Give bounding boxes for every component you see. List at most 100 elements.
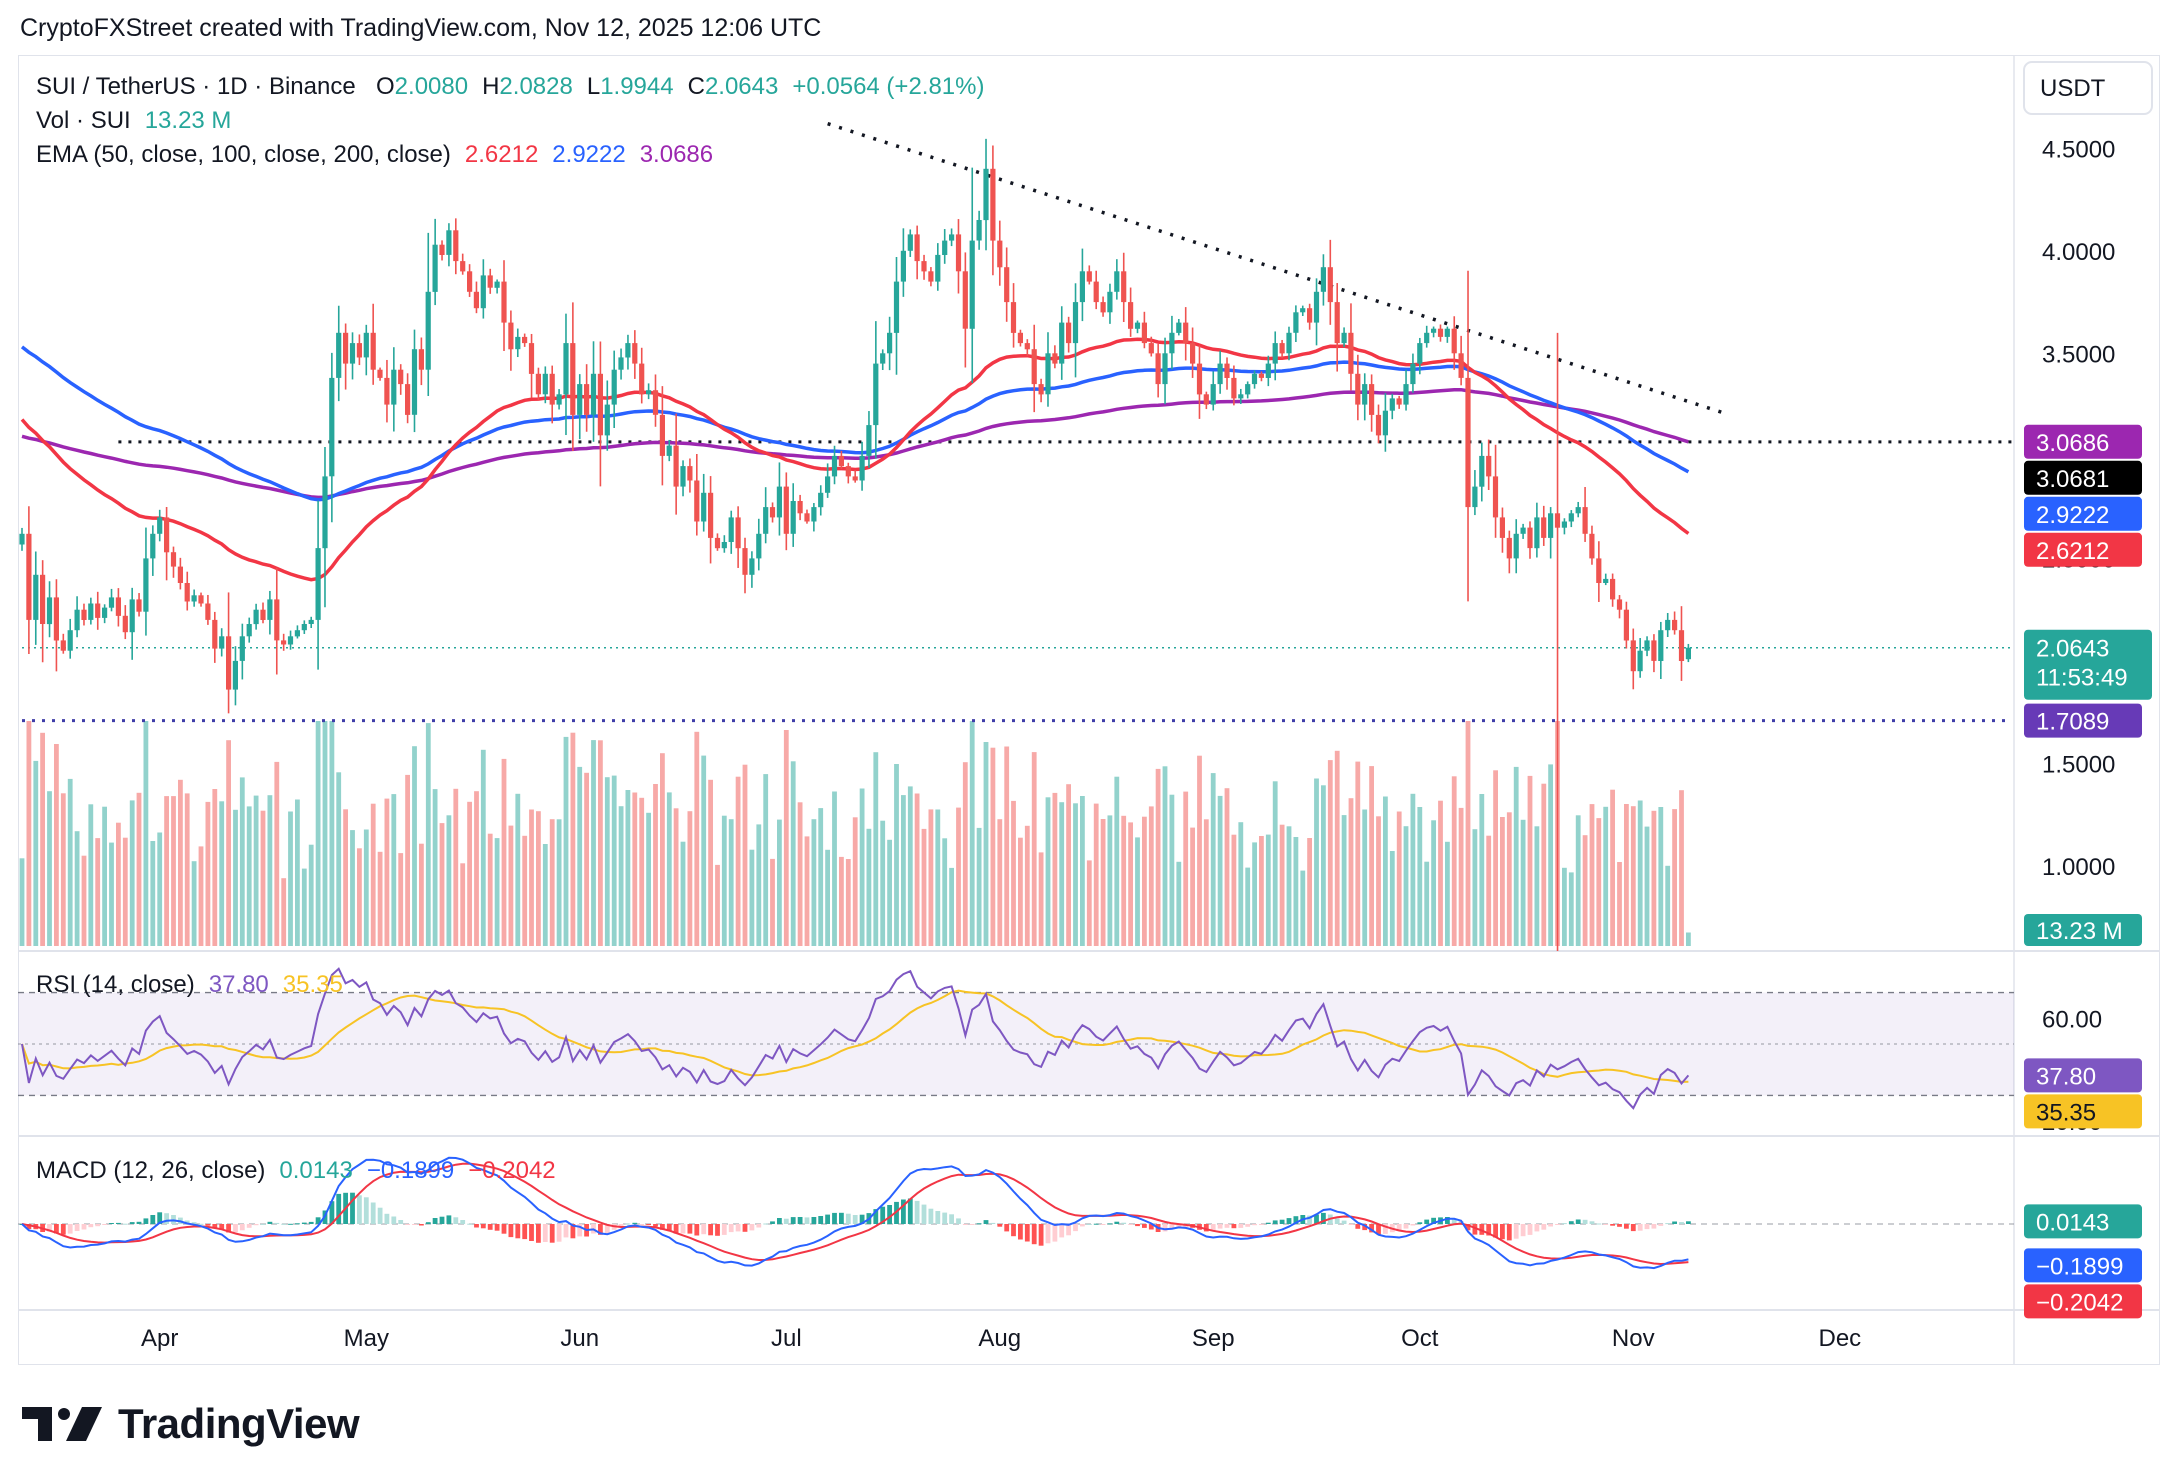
candle[interactable] bbox=[1575, 501, 1581, 518]
candle[interactable] bbox=[219, 628, 225, 657]
candle[interactable] bbox=[19, 527, 25, 551]
candle[interactable] bbox=[1169, 315, 1175, 370]
candle[interactable] bbox=[308, 616, 314, 628]
candle[interactable] bbox=[900, 228, 906, 297]
candle[interactable] bbox=[1066, 316, 1072, 353]
candle[interactable] bbox=[997, 220, 1003, 286]
candle[interactable] bbox=[797, 494, 803, 521]
candle[interactable] bbox=[494, 279, 500, 294]
candle[interactable] bbox=[783, 472, 789, 551]
candle[interactable] bbox=[838, 450, 844, 469]
candle[interactable] bbox=[1548, 507, 1554, 559]
candle[interactable] bbox=[1300, 305, 1306, 316]
candle[interactable] bbox=[1465, 270, 1471, 602]
candle[interactable] bbox=[515, 328, 521, 358]
candle[interactable] bbox=[1121, 252, 1127, 322]
candle[interactable] bbox=[53, 579, 59, 672]
candle[interactable] bbox=[1644, 636, 1650, 657]
candle[interactable] bbox=[184, 571, 190, 611]
candle[interactable] bbox=[1196, 345, 1203, 419]
candle[interactable] bbox=[1403, 369, 1409, 411]
candle[interactable] bbox=[935, 243, 941, 291]
candle[interactable] bbox=[1348, 303, 1354, 391]
candle[interactable] bbox=[294, 625, 300, 639]
candle[interactable] bbox=[453, 218, 459, 275]
candle[interactable] bbox=[136, 593, 142, 617]
candle[interactable] bbox=[1217, 350, 1223, 394]
candle[interactable] bbox=[804, 509, 810, 524]
candle[interactable] bbox=[1630, 628, 1636, 690]
candle[interactable] bbox=[528, 333, 535, 398]
candle[interactable] bbox=[1334, 283, 1340, 372]
candle[interactable] bbox=[1238, 388, 1244, 404]
candle[interactable] bbox=[370, 303, 376, 385]
candle[interactable] bbox=[873, 321, 879, 459]
candle[interactable] bbox=[673, 413, 679, 515]
candle[interactable] bbox=[480, 259, 486, 319]
candle[interactable] bbox=[226, 592, 232, 714]
candle[interactable] bbox=[969, 167, 975, 383]
candle[interactable] bbox=[1190, 327, 1196, 378]
candle[interactable] bbox=[1355, 354, 1361, 421]
rsi-badge[interactable]: 37.80 bbox=[2024, 1058, 2142, 1093]
candle[interactable] bbox=[1258, 371, 1264, 382]
candle[interactable] bbox=[1279, 339, 1285, 359]
candle[interactable] bbox=[267, 590, 273, 635]
candle[interactable] bbox=[1541, 505, 1547, 546]
candle[interactable] bbox=[1017, 329, 1023, 347]
candle[interactable] bbox=[1369, 374, 1375, 432]
candle[interactable] bbox=[102, 604, 108, 624]
candle[interactable] bbox=[611, 350, 617, 429]
legend-volume[interactable]: Vol · SUI 13.23 M bbox=[36, 107, 231, 134]
candle[interactable] bbox=[1589, 525, 1595, 565]
candle[interactable] bbox=[60, 633, 66, 654]
candle[interactable] bbox=[735, 506, 741, 568]
candle[interactable] bbox=[1231, 365, 1237, 406]
candle[interactable] bbox=[1651, 634, 1657, 673]
candle[interactable] bbox=[1596, 541, 1602, 602]
candle[interactable] bbox=[170, 546, 177, 578]
candle[interactable] bbox=[405, 373, 411, 424]
candle[interactable] bbox=[1293, 305, 1299, 343]
candle[interactable] bbox=[315, 500, 321, 670]
candle[interactable] bbox=[1038, 378, 1044, 403]
candle[interactable] bbox=[825, 463, 831, 498]
candle[interactable] bbox=[646, 383, 652, 400]
candle[interactable] bbox=[887, 316, 893, 371]
candle[interactable] bbox=[728, 510, 734, 554]
rsi-ma-line[interactable] bbox=[21, 989, 1689, 1083]
candle[interactable] bbox=[831, 445, 838, 485]
candle[interactable] bbox=[46, 581, 53, 638]
candle[interactable] bbox=[1093, 270, 1099, 310]
candle[interactable] bbox=[549, 365, 555, 424]
candle[interactable] bbox=[1458, 335, 1464, 386]
candle[interactable] bbox=[522, 333, 528, 347]
legend-symbol[interactable]: SUI / TetherUS · 1D · Binance bbox=[36, 73, 356, 100]
candle[interactable] bbox=[1610, 573, 1616, 607]
candle[interactable] bbox=[1665, 613, 1671, 637]
candle[interactable] bbox=[260, 602, 266, 624]
candle[interactable] bbox=[122, 605, 128, 640]
candle[interactable] bbox=[439, 240, 445, 261]
candle[interactable] bbox=[1162, 337, 1168, 405]
candle[interactable] bbox=[1128, 287, 1134, 337]
candle[interactable] bbox=[108, 588, 115, 612]
candle[interactable] bbox=[191, 589, 197, 607]
candle[interactable] bbox=[1341, 327, 1347, 348]
candle[interactable] bbox=[1245, 381, 1251, 399]
candle[interactable] bbox=[1183, 307, 1189, 361]
candle[interactable] bbox=[143, 527, 149, 636]
candle[interactable] bbox=[473, 281, 479, 314]
candle[interactable] bbox=[1444, 326, 1450, 343]
candle[interactable] bbox=[1327, 239, 1333, 325]
candle[interactable] bbox=[1492, 444, 1499, 538]
candle[interactable] bbox=[1417, 337, 1423, 375]
candle[interactable] bbox=[769, 502, 776, 523]
candle[interactable] bbox=[687, 458, 693, 493]
candle[interactable] bbox=[1286, 326, 1292, 361]
macd-signal-line[interactable] bbox=[21, 1162, 1689, 1266]
candle[interactable] bbox=[921, 254, 927, 280]
candle[interactable] bbox=[535, 367, 541, 401]
macd-line[interactable] bbox=[21, 1156, 1689, 1270]
legend-macd[interactable]: MACD (12, 26, close) 0.0143 −0.1899 −0.2042 bbox=[36, 1157, 556, 1184]
